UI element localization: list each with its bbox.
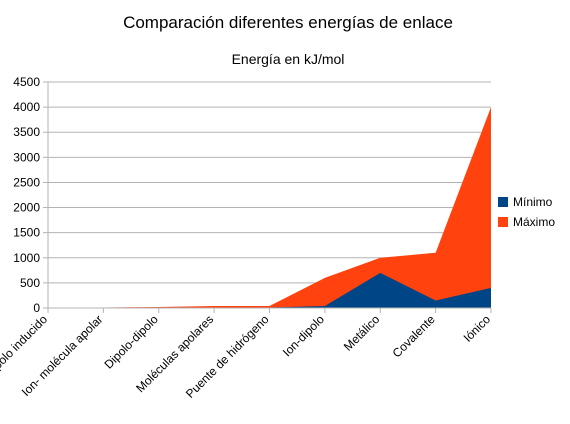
y-tick-label: 2500	[13, 175, 40, 189]
gridlines	[48, 81, 491, 309]
y-tick-label: 500	[20, 276, 40, 290]
y-tick-label: 3500	[13, 125, 40, 139]
x-tick-label: Metálico	[341, 312, 383, 354]
x-tick-label: Ion-dipolo	[280, 312, 327, 359]
plot-areas	[48, 107, 491, 308]
series-area-Mínimo	[48, 272, 491, 308]
y-tick-label: 4000	[13, 100, 40, 114]
legend-swatch-Máximo	[498, 217, 508, 227]
legend: Mínimo Máximo	[498, 195, 555, 229]
legend-swatch-Mínimo	[498, 197, 508, 207]
legend-label-Máximo: Máximo	[513, 215, 555, 229]
y-tick-label: 3000	[13, 150, 40, 164]
series-area-Máximo	[48, 107, 491, 308]
legend-label-Mínimo: Mínimo	[513, 195, 553, 209]
chart-title: Comparación diferentes energías de enlac…	[123, 13, 453, 32]
y-tick-label: 1000	[13, 251, 40, 265]
y-tick-labels: 0 500 1000 1500 2000 2500 3000 3500 4000 4500	[13, 75, 40, 315]
chart-subtitle: Energía en kJ/mol	[232, 51, 345, 67]
y-tick-label: 1500	[13, 226, 40, 240]
x-tick-label: Dipolo-dipolo	[101, 312, 161, 372]
y-tick-label: 0	[33, 301, 40, 315]
axes	[43, 81, 492, 313]
y-tick-label: 2000	[13, 201, 40, 215]
x-tick-label: Covalente	[390, 312, 438, 360]
x-tick-label: Iónico	[461, 312, 494, 345]
y-tick-label: 4500	[13, 75, 40, 89]
